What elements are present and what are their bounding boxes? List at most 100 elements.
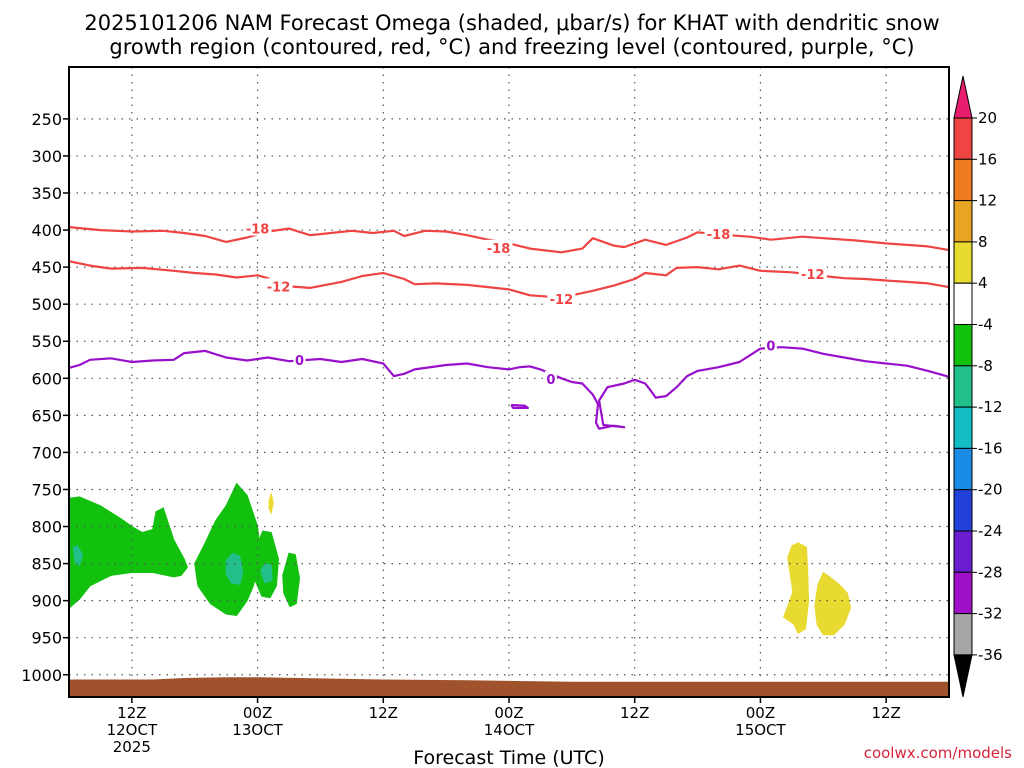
omega--8-to--12-c (260, 563, 273, 584)
y-tick-label-450: 450 (31, 258, 62, 277)
y-tick-label-600: 600 (31, 369, 62, 388)
colorbar-swatch-2 (953, 200, 973, 243)
colorbar-tick-label-4: 4 (978, 274, 988, 292)
colorbar-swatch-1 (953, 158, 973, 202)
colorbar-swatch-6 (953, 365, 973, 408)
y-tick-label-700: 700 (31, 443, 62, 462)
contour-label-bg (484, 239, 513, 255)
colorbar-swatch-3 (953, 241, 973, 284)
omega--4-to--8-b (194, 482, 262, 617)
y-tick-label-350: 350 (31, 184, 62, 203)
omega--4-to--8-a (69, 496, 188, 609)
y-tick-label-650: 650 (31, 406, 62, 425)
contour-label-freezing-0C-1: 0 (546, 373, 555, 388)
x-tick-label-6-0: 12Z (117, 704, 146, 722)
contour-label-bg (547, 290, 576, 306)
y-tick-label-950: 950 (31, 629, 62, 648)
contour-label-bg (243, 220, 272, 236)
colorbar-tick-label-12: -32 (978, 605, 1003, 623)
x-tick-label-42-1: 14OCT (484, 721, 535, 739)
colorbar-swatch-4 (953, 282, 973, 326)
y-tick-label-900: 900 (31, 592, 62, 611)
omega-4-to-8-b (814, 571, 852, 636)
contour-label-bg (293, 351, 306, 367)
omega-4-to-8-a (782, 542, 810, 635)
y-tick-label-250: 250 (31, 110, 62, 129)
x-tick-label-42-0: 00Z (494, 704, 523, 722)
grid (69, 67, 949, 697)
y-axis: 250 300 350 400 450 500 550 600 650 700 750 800 850 9… (21, 110, 69, 685)
omega-4-to-8-speck (268, 492, 274, 515)
omega--8-to--12-b (225, 552, 244, 585)
colorbar-bottom-arrow (953, 654, 973, 698)
x-tick-label-18-1: 13OCT (232, 721, 283, 739)
colorbar-swatch-0 (953, 117, 973, 160)
colorbar-tick-label-9: -20 (978, 481, 1003, 499)
colorbar-swatch-9 (953, 489, 973, 532)
contour-label-freezing-0C-0: 0 (295, 354, 304, 369)
colorbar-tick-label-13: -36 (978, 646, 1003, 664)
x-tick-label-66-1: 15OCT (735, 721, 786, 739)
contour-label-freezing-0C-2: 0 (766, 340, 775, 355)
colorbar-swatch-8 (953, 447, 973, 491)
x-tick-label-6-2: 2025 (113, 738, 151, 756)
omega-shading (69, 482, 852, 636)
contour-label-dgz--18C-0: -18 (246, 223, 270, 238)
colorbar-tick-label-2: 12 (978, 192, 997, 210)
contour-label-dgz--12C-0: -12 (267, 280, 291, 295)
colorbar-tick-label-10: -24 (978, 522, 1003, 540)
contour-labels: -18 -18 -18 -12 -12 -12 0 0 0 (243, 220, 827, 388)
colorbar-swatch-10 (953, 530, 973, 573)
colorbar-swatch-11 (953, 571, 973, 615)
contour-freezing-0C-islet (510, 403, 530, 409)
ground-surface (69, 677, 949, 697)
y-tick-label-1000: 1000 (21, 666, 62, 685)
colorbar-top-arrow (953, 75, 973, 119)
contour-label-dgz--18C-2: -18 (707, 228, 731, 243)
y-tick-label-550: 550 (31, 332, 62, 351)
x-tick-label-30-0: 12Z (369, 704, 398, 722)
chart-title-line-1: 2025101206 NAM Forecast Omega (shaded, μ… (84, 11, 939, 35)
credit-link[interactable]: coolwx.com/models (864, 744, 1012, 762)
colorbar-tick-label-6: -8 (978, 357, 993, 375)
colorbar: 20 16 12 8 4 -4 -8 -12 -16 -20 -24 -28 -32 -36 (953, 75, 1003, 698)
x-tick-label-6-1: 12OCT (107, 721, 158, 739)
colorbar-tick-label-0: 20 (978, 109, 997, 127)
x-tick-label-18-0: 00Z (243, 704, 272, 722)
colorbar-tick-label-5: -4 (978, 316, 993, 334)
contour-label-bg (798, 265, 827, 281)
x-axis-label: Forecast Time (UTC) (413, 747, 604, 768)
colorbar-tick-label-7: -12 (978, 398, 1003, 416)
colorbar-swatch-5 (953, 324, 973, 367)
colorbar-swatch-12 (953, 613, 973, 656)
y-tick-label-500: 500 (31, 295, 62, 314)
contour-label-dgz--12C-1: -12 (550, 293, 574, 308)
y-tick-label-800: 800 (31, 518, 62, 537)
x-tick-label-66-0: 00Z (746, 704, 775, 722)
x-tick-label-54-0: 12Z (620, 704, 649, 722)
contour-freezing-0C (69, 346, 949, 430)
y-tick-label-750: 750 (31, 480, 62, 499)
colorbar-tick-label-3: 8 (978, 233, 988, 251)
y-tick-label-400: 400 (31, 221, 62, 240)
contour-label-bg (764, 337, 777, 353)
colorbar-tick-label-8: -16 (978, 439, 1003, 457)
colorbar-swatch-7 (953, 406, 973, 449)
colorbar-tick-label-1: 16 (978, 150, 997, 168)
omega--8-to--12-a (72, 545, 84, 566)
ground (69, 677, 949, 697)
y-tick-label-850: 850 (31, 555, 62, 574)
contour-label-bg (544, 371, 557, 387)
colorbar-tick-label-11: -28 (978, 563, 1003, 581)
contour-label-bg (264, 278, 293, 294)
y-tick-label-300: 300 (31, 147, 62, 166)
contour-label-dgz--18C-1: -18 (487, 242, 511, 257)
contour-label-bg (704, 225, 733, 241)
omega--4-to--8-d (282, 552, 301, 608)
contour-label-dgz--12C-2: -12 (801, 268, 825, 283)
contour-dgz--12C (69, 260, 949, 298)
chart-title-line-2: growth region (contoured, red, °C) and f… (109, 35, 914, 59)
x-tick-label-78-0: 12Z (871, 704, 900, 722)
